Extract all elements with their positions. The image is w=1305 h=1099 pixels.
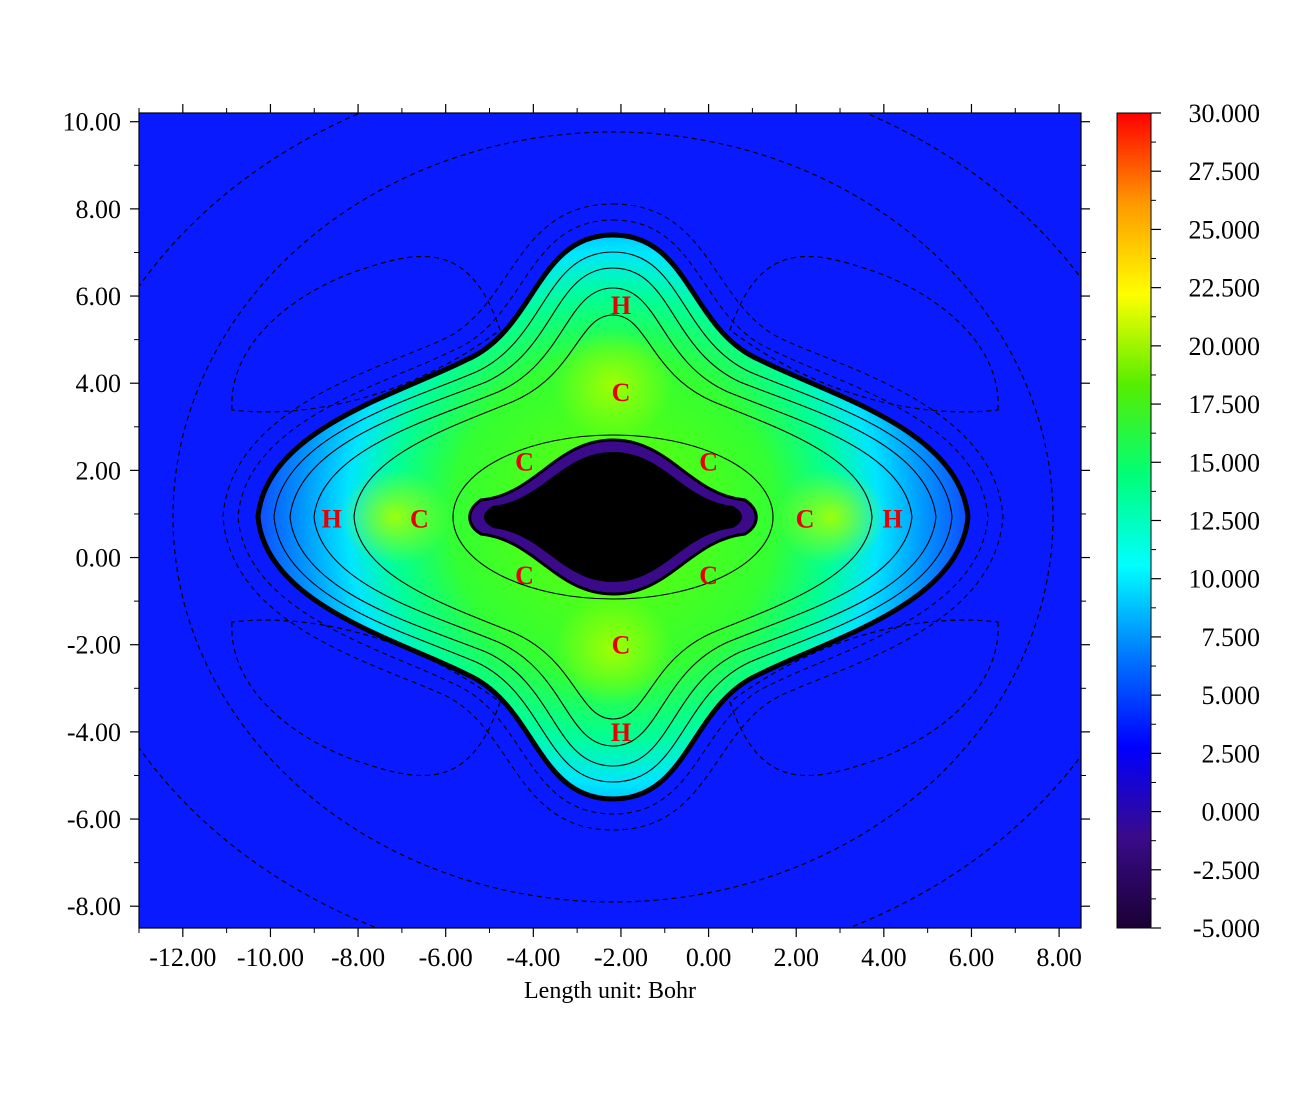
colorbar-tick-label: 22.500: [1189, 274, 1261, 303]
y-tick-label: 0.00: [76, 544, 122, 573]
plot-area: H C C C H C C H C C C H: [139, 113, 1081, 928]
x-tick-label: -10.00: [237, 943, 304, 972]
hotspots: [340, 330, 886, 704]
atom-label: C: [612, 631, 631, 660]
y-tick-label: 4.00: [76, 369, 122, 398]
x-tick-label: 8.00: [1036, 943, 1082, 972]
colorbar-ticks: 30.000 27.500 25.000 22.500 20.000 17.500 15.0…: [1151, 99, 1260, 943]
atom-label: C: [699, 448, 718, 477]
atom-label: H: [611, 718, 631, 747]
colorbar-tick-label: 12.500: [1189, 507, 1261, 536]
x-tick-label: -6.00: [419, 943, 473, 972]
colorbar-tick-label: -5.000: [1193, 914, 1260, 943]
y-tick-label: 10.00: [63, 108, 122, 137]
atom-label: C: [699, 561, 718, 590]
y-tick-label: 2.00: [76, 456, 122, 485]
colorbar-tick-label: 30.000: [1189, 99, 1261, 128]
x-tick-label: -2.00: [594, 943, 648, 972]
colorbar-tick-label: 17.500: [1189, 390, 1261, 419]
x-axis-label: Length unit: Bohr: [524, 978, 696, 1004]
colorbar-tick-label: 7.500: [1202, 623, 1261, 652]
atom-label: C: [515, 448, 534, 477]
y-tick-label: -2.00: [67, 631, 121, 660]
atom-label: C: [515, 561, 534, 590]
atom-label: H: [322, 504, 342, 533]
colorbar: [1116, 112, 1152, 929]
colorbar-tick-label: 15.000: [1189, 448, 1261, 477]
colorbar-tick-label: 25.000: [1189, 215, 1261, 244]
atom-label: H: [611, 291, 631, 320]
y-tick-label: 8.00: [76, 195, 122, 224]
colorbar-tick-label: 10.000: [1189, 565, 1261, 594]
x-tick-label: -4.00: [506, 943, 560, 972]
plot-frame: [138, 112, 1082, 929]
colorbar-tick-label: 5.000: [1202, 681, 1261, 710]
y-tick-label: -8.00: [67, 892, 121, 921]
y-tick-label: -4.00: [67, 718, 121, 747]
atom-label: C: [796, 504, 815, 533]
atom-label: H: [882, 504, 902, 533]
y-tick-label: -6.00: [67, 805, 121, 834]
atom-label: C: [410, 504, 429, 533]
atom-label: C: [612, 378, 631, 407]
y-tick-label: 6.00: [76, 282, 122, 311]
colorbar-tick-label: 27.500: [1189, 157, 1261, 186]
y-axis: 10.00 8.00 6.00 4.00 2.00 0.00 -2.00 -4.00 -6.00…: [63, 108, 1090, 921]
x-tick-label: 6.00: [949, 943, 995, 972]
central-ring-region: [468, 438, 758, 596]
x-tick-label: 2.00: [773, 943, 819, 972]
colorbar-tick-label: 2.500: [1202, 739, 1261, 768]
colorbar-tick-label: 20.000: [1189, 332, 1261, 361]
x-tick-label: -12.00: [149, 943, 216, 972]
atom-labels: H C C C H C C H C C C H: [322, 291, 903, 747]
colorbar-tick-label: -2.500: [1193, 856, 1260, 885]
colorbar-tick-label: 0.000: [1202, 798, 1261, 827]
outer-dashed-contours: [139, 113, 1081, 928]
x-tick-label: 4.00: [861, 943, 907, 972]
x-tick-label: 0.00: [686, 943, 732, 972]
inner-solid-contours: [273, 251, 953, 783]
near-blob-dashed-contours: [222, 203, 1004, 831]
x-tick-label: -8.00: [331, 943, 385, 972]
x-axis: -12.00 -10.00 -8.00 -6.00 -4.00 -2.00 0.00 2.00…: [138, 104, 1082, 972]
